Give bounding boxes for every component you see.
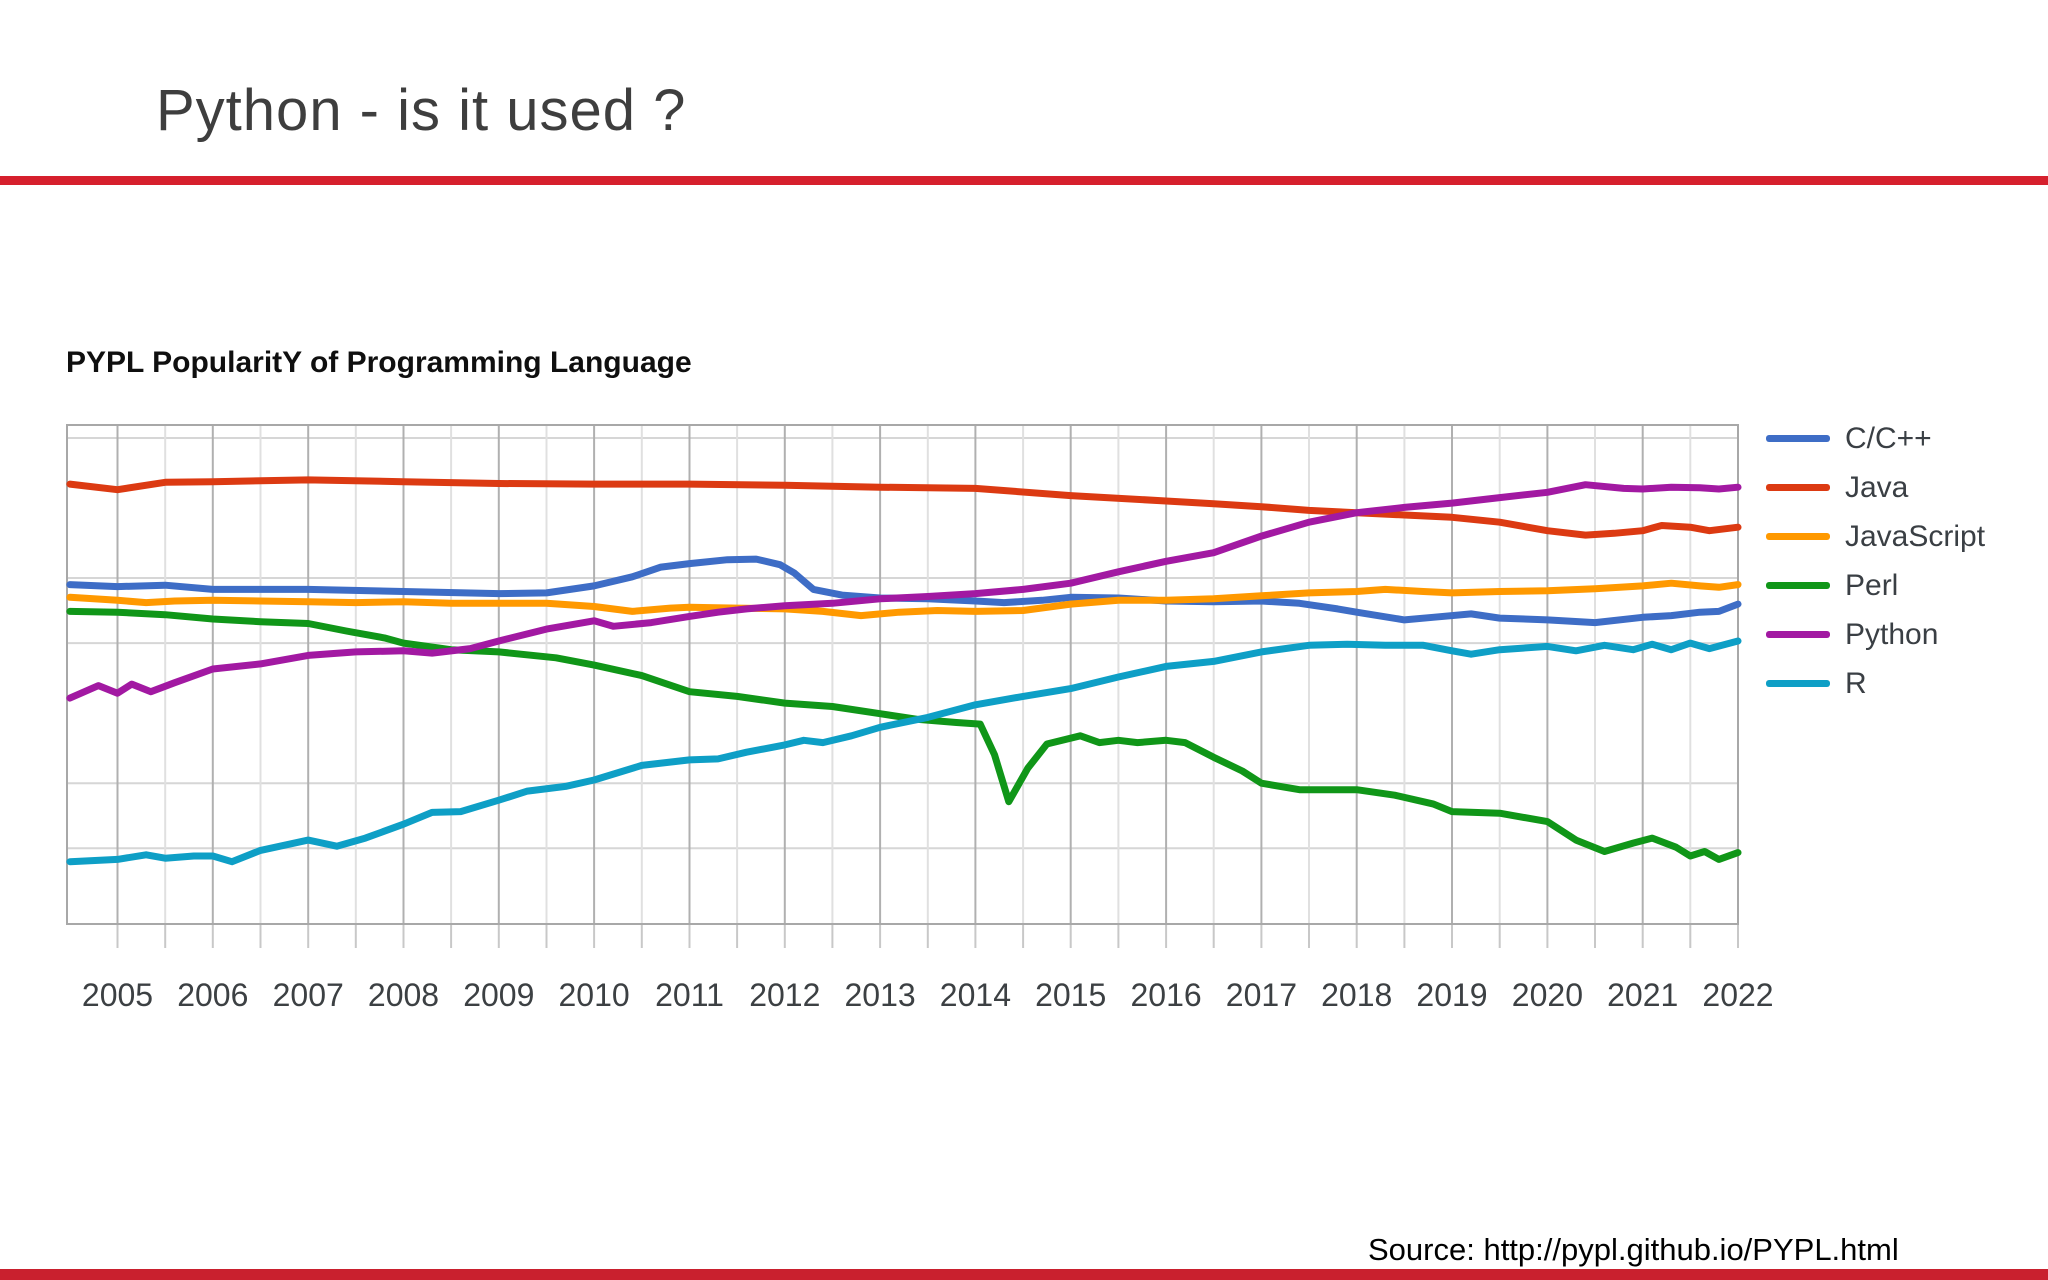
legend-swatch-icon	[1766, 631, 1830, 638]
legend-label: R	[1845, 666, 1867, 700]
year-label: 2012	[749, 977, 820, 1013]
legend-item-java: Java	[1766, 463, 1985, 512]
year-label: 2017	[1226, 977, 1297, 1013]
series-line-java	[66, 476, 1742, 539]
legend-swatch-icon	[1766, 435, 1830, 442]
chart-legend: C/C++ Java JavaScript Perl Python R	[1766, 414, 1985, 708]
legend-label: Java	[1845, 470, 1909, 504]
year-label: 2015	[1035, 977, 1106, 1013]
year-label: 2018	[1321, 977, 1392, 1013]
year-label: 2013	[845, 977, 916, 1013]
year-label: 2009	[463, 977, 534, 1013]
series-line-r	[66, 637, 1742, 866]
series-line-javascript	[66, 579, 1742, 620]
source-caption: Source: http://pypl.github.io/PYPL.html	[1368, 1232, 1899, 1267]
plot-border	[66, 424, 1739, 925]
legend-label: JavaScript	[1845, 519, 1986, 553]
year-label: 2005	[82, 977, 153, 1013]
legend-swatch-icon	[1766, 484, 1830, 491]
series-line-python	[66, 481, 1742, 702]
series-line-c-c-	[66, 555, 1742, 627]
chart-title: PYPL PopularitY of Programming Language	[66, 346, 692, 379]
year-label: 2014	[940, 977, 1011, 1013]
legend-label: Python	[1845, 617, 1939, 651]
series-line-perl	[66, 607, 1742, 863]
year-label: 2008	[368, 977, 439, 1013]
slide-title: Python - is it used ?	[156, 78, 687, 143]
year-label: 2010	[559, 977, 630, 1013]
year-label: 2011	[655, 977, 724, 1013]
legend-swatch-icon	[1766, 582, 1830, 589]
legend-label: Perl	[1845, 568, 1899, 602]
year-label: 2020	[1512, 977, 1583, 1013]
title-divider-line	[0, 176, 2048, 185]
legend-item-javascript: JavaScript	[1766, 512, 1985, 561]
legend-item-c-c-: C/C++	[1766, 414, 1985, 463]
legend-label: C/C++	[1845, 421, 1932, 455]
year-label: 2021	[1607, 977, 1678, 1013]
legend-item-perl: Perl	[1766, 561, 1985, 610]
legend-item-python: Python	[1766, 610, 1985, 659]
legend-swatch-icon	[1766, 680, 1830, 687]
bottom-red-bar	[0, 1269, 2048, 1280]
year-label: 2022	[1702, 977, 1773, 1013]
year-label: 2007	[273, 977, 344, 1013]
legend-item-r: R	[1766, 659, 1985, 708]
year-label: 2019	[1416, 977, 1487, 1013]
year-label: 2016	[1131, 977, 1202, 1013]
year-label: 2006	[177, 977, 248, 1013]
legend-swatch-icon	[1766, 533, 1830, 540]
